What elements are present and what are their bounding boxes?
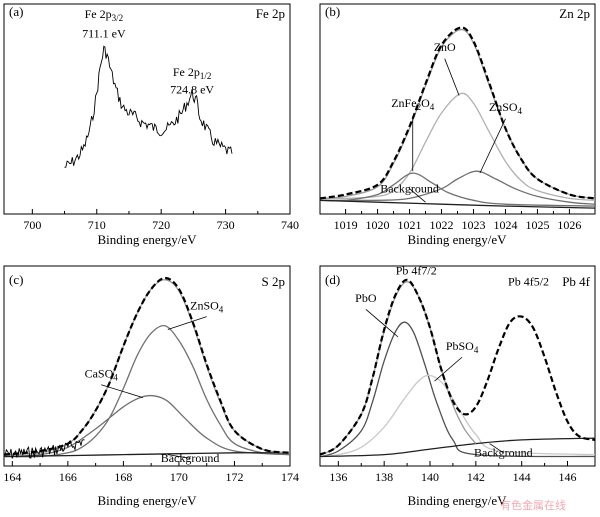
panel-title: Pb 4f xyxy=(562,274,590,289)
x-tick-label: 1024 xyxy=(493,218,517,232)
x-tick-label: 1025 xyxy=(525,218,549,232)
panel-d: (d) Pb 4f Binding energy/eV 136 138 140 142… xyxy=(319,263,596,508)
annotation-znso4: ZnSO4 xyxy=(190,298,224,314)
plot-frame xyxy=(3,3,291,215)
annotation-leader-line xyxy=(365,308,399,338)
annotation-pbso4: PbSO4 xyxy=(446,339,479,355)
annotation-znfe2o: ZnFe2O4 xyxy=(391,96,435,112)
annotation-znso4: ZnSO4 xyxy=(489,100,523,116)
x-tick-label: 720 xyxy=(152,218,170,232)
x-tick-label: 170 xyxy=(170,470,188,484)
plot-frame xyxy=(3,265,291,467)
annotation-leader-line xyxy=(444,58,460,96)
panel-title: S 2p xyxy=(262,274,285,289)
plot-frame xyxy=(319,265,596,467)
panel-label: (d) xyxy=(325,272,340,287)
panel-c: (c) S 2p Binding energy/eV 164 166 168 170 1… xyxy=(3,265,299,508)
series-spectrum-line xyxy=(64,45,233,168)
series-group xyxy=(320,278,595,458)
series-group xyxy=(4,276,290,459)
panel-title: Fe 2p xyxy=(256,6,285,21)
x-axis-label: Binding energy/eV xyxy=(407,493,507,508)
x-tick-label: 146 xyxy=(559,470,577,484)
panel-a: (a) Fe 2p Binding energy/eV 700 710 720 730… xyxy=(3,3,299,247)
plot-frame xyxy=(319,3,596,215)
series-background-line xyxy=(4,452,290,458)
annotation-leader-line xyxy=(101,384,143,398)
annotation-leader-line xyxy=(167,454,191,459)
x-tick-label: 1021 xyxy=(398,218,422,232)
annotation-background: Background xyxy=(380,182,439,196)
annotation-leader-line xyxy=(409,188,426,203)
x-axis-label: Binding energy/eV xyxy=(407,232,507,247)
series-znso4-line xyxy=(4,324,290,458)
x-tick-label: 166 xyxy=(59,470,77,484)
panel-label: (b) xyxy=(325,4,340,19)
panel-title: Zn 2p xyxy=(559,6,590,21)
x-tick-label: 1022 xyxy=(430,218,454,232)
x-tick-label: 174 xyxy=(281,470,299,484)
annotation-caso4: CaSO4 xyxy=(85,366,119,382)
x-tick-label: 140 xyxy=(421,470,439,484)
x-tick-label: 172 xyxy=(225,470,243,484)
series-background-line xyxy=(320,437,595,458)
annotation-leader-line xyxy=(434,356,463,382)
annotation-711-1-ev: 711.1 eV xyxy=(82,26,126,40)
series-pbo-line xyxy=(320,321,595,458)
panel-label: (c) xyxy=(9,272,23,287)
x-tick-label: 142 xyxy=(467,470,485,484)
annotation-pbo: PbO xyxy=(355,291,377,305)
series-background-line xyxy=(320,199,595,209)
x-axis-label: Binding energy/eV xyxy=(97,493,197,508)
x-tick-label: 164 xyxy=(3,470,21,484)
annotation-leader-line xyxy=(167,316,207,330)
annotation-pb-4f5-2: Pb 4f5/2 xyxy=(508,274,549,288)
series-pbso4-line xyxy=(320,374,595,458)
x-tick-label: 730 xyxy=(217,218,235,232)
annotation-leader-line xyxy=(489,443,504,454)
series-envelope-line xyxy=(4,279,290,456)
series-noise-line xyxy=(4,439,85,459)
annotation-leader-line xyxy=(479,118,506,174)
x-tick-label: 1019 xyxy=(334,218,358,232)
x-tick-label: 138 xyxy=(375,470,393,484)
series-znfe2o4-line xyxy=(320,172,595,207)
watermark: 有色金属在线 xyxy=(500,499,566,512)
series-group xyxy=(320,26,595,209)
series-envelope-line xyxy=(320,28,595,200)
panel-label: (a) xyxy=(9,4,23,19)
x-tick-label: 710 xyxy=(88,218,106,232)
x-tick-label: 1026 xyxy=(557,218,581,232)
x-tick-label: 136 xyxy=(329,470,347,484)
series-envelope-line xyxy=(320,281,477,456)
x-tick-label: 168 xyxy=(114,470,132,484)
x-axis-label: Binding energy/eV xyxy=(97,232,197,247)
annotation-pb-4f7-2: Pb 4f7/2 xyxy=(396,263,437,277)
annotation-724-8-ev: 724.8 eV xyxy=(170,83,214,97)
panel-b: (b) Zn 2p Binding energy/eV 1019 1020 1021… xyxy=(319,3,596,247)
series-measured-line xyxy=(320,26,595,200)
x-tick-label: 700 xyxy=(23,218,41,232)
x-tick-label: 740 xyxy=(281,218,299,232)
annotation-fe-2p1-2: Fe 2p1/2 xyxy=(173,65,212,81)
series-znso4-line xyxy=(320,170,595,205)
series-measured-line xyxy=(4,276,290,456)
x-tick-label: 1020 xyxy=(366,218,390,232)
annotation-zno: ZnO xyxy=(434,40,456,54)
series-measured-line xyxy=(320,278,595,456)
series-zno-line xyxy=(320,92,595,201)
annotation-fe-2p3-2: Fe 2p3/2 xyxy=(85,7,124,23)
x-tick-label: 144 xyxy=(513,470,531,484)
series-caso4-line xyxy=(4,394,290,458)
x-tick-label: 1023 xyxy=(461,218,485,232)
series-group xyxy=(64,45,233,168)
